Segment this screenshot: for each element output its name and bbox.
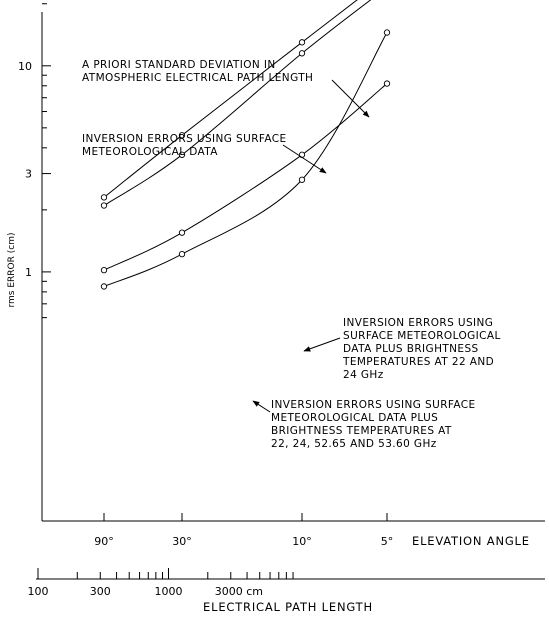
y-axis-label: rms ERROR (cm) — [7, 233, 17, 308]
series-curves — [103, 0, 388, 287]
elevation-axis-ticks: 90° 30° 10° 5° — [94, 513, 393, 548]
y-tick-label: 3 — [25, 168, 32, 181]
data-point-apriori — [298, 39, 306, 46]
path-length-axis-ticks: 100 300 1000 3000 cm — [28, 568, 294, 598]
data-point-surface — [298, 50, 306, 57]
data-point-bt_22_24 — [100, 266, 108, 274]
series-markers — [100, 29, 391, 290]
data-point-bt_4freq — [100, 283, 108, 290]
data-point-surface — [100, 202, 108, 209]
y-tick-label: 10 — [18, 60, 32, 73]
path-tick-label: 3000 cm — [215, 585, 263, 598]
elevation-tick-label: 30° — [172, 535, 192, 548]
plot-frame — [36, 12, 545, 580]
annotation-line-bt_22_24: SURFACE METEOROLOGICAL — [343, 330, 501, 342]
annotation-line-bt_22_24: DATA PLUS BRIGHTNESS — [343, 343, 479, 355]
data-point-surface — [178, 151, 186, 158]
elevation-axis-label: ELEVATION ANGLE — [412, 534, 530, 548]
annotation-line-bt_22_24: 24 GHz — [343, 369, 384, 381]
series-line-bt_4freq — [103, 32, 388, 287]
y-tick-label: 1 — [25, 266, 32, 279]
annotations: A PRIORI STANDARD DEVIATION INATMOSPHERI… — [82, 59, 501, 450]
data-point-apriori — [100, 194, 108, 201]
annotation-line-bt_4freq: INVERSION ERRORS USING SURFACE — [271, 399, 476, 411]
leader-arrow-bt_4freq — [252, 400, 271, 413]
annotation-line-apriori: ATMOSPHERIC ELECTRICAL PATH LENGTH — [82, 72, 313, 84]
annotation-line-surface: INVERSION ERRORS USING SURFACE — [82, 133, 287, 145]
annotation-line-bt_4freq: METEOROLOGICAL DATA PLUS — [271, 412, 438, 424]
data-point-bt_4freq — [178, 250, 186, 258]
series-line-surface — [103, 0, 372, 206]
elevation-tick-label: 10° — [292, 535, 312, 548]
path-tick-label: 100 — [28, 585, 49, 598]
data-point-bt_22_24 — [383, 80, 391, 87]
series-line-bt_22_24 — [103, 83, 388, 271]
data-point-bt_22_24 — [178, 229, 186, 236]
annotation-line-bt_22_24: TEMPERATURES AT 22 AND — [342, 356, 494, 368]
annotation-line-bt_22_24: INVERSION ERRORS USING — [343, 317, 493, 329]
series-line-apriori — [103, 0, 358, 198]
annotation-line-apriori: A PRIORI STANDARD DEVIATION IN — [82, 59, 276, 71]
elevation-tick-label: 5° — [381, 535, 394, 548]
data-point-bt_4freq — [298, 176, 306, 183]
y-axis-ticks: 131030 — [18, 3, 51, 319]
leader-arrow-surface — [282, 144, 327, 174]
annotation-line-bt_4freq: 22, 24, 52.65 AND 53.60 GHz — [271, 438, 437, 450]
path-length-axis-label: ELECTRICAL PATH LENGTH — [203, 600, 373, 614]
path-tick-label: 300 — [90, 585, 111, 598]
leader-arrow-bt_22_24 — [303, 337, 341, 352]
annotation-leaders — [252, 79, 370, 413]
annotation-line-surface: METEOROLOGICAL DATA — [82, 146, 218, 158]
elevation-tick-label: 90° — [94, 535, 114, 548]
annotation-line-bt_4freq: BRIGHTNESS TEMPERATURES AT — [271, 425, 452, 437]
leader-arrow-apriori — [331, 79, 370, 118]
data-point-apriori — [178, 132, 186, 139]
path-tick-label: 1000 — [155, 585, 183, 598]
data-point-bt_4freq — [383, 29, 391, 36]
